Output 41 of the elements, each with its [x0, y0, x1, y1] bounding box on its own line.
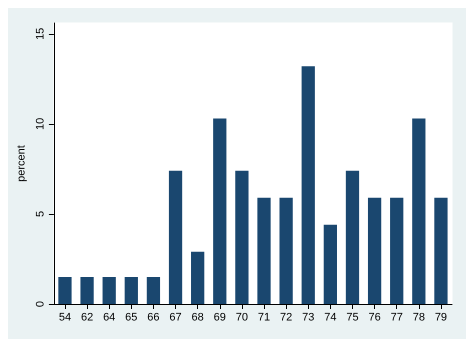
bar — [213, 118, 226, 304]
x-tick-label: 73 — [302, 312, 314, 324]
bar — [124, 276, 138, 304]
x-tick-label: 65 — [125, 312, 138, 324]
bar — [434, 198, 448, 304]
x-tick-label: 62 — [80, 312, 94, 324]
x-tick-label: 74 — [324, 312, 336, 324]
y-tick-label: 15 — [34, 28, 46, 40]
x-tick-label: 76 — [368, 312, 381, 324]
x-tick-label: 54 — [58, 312, 72, 324]
x-tick-label: 69 — [214, 312, 226, 324]
x-tick-label: 66 — [147, 312, 160, 324]
bar — [346, 170, 360, 304]
bar — [146, 276, 160, 304]
bar — [324, 224, 337, 304]
x-tick-label: 77 — [390, 312, 403, 324]
y-tick-label: 0 — [34, 300, 46, 308]
x-tick-label: 75 — [346, 312, 359, 324]
bar — [412, 118, 426, 304]
x-tick-label: 68 — [192, 312, 204, 324]
bar — [102, 276, 116, 304]
x-tick-label: 72 — [280, 312, 292, 324]
x-tick-label: 78 — [412, 312, 425, 324]
x-tick-label: 64 — [103, 312, 116, 324]
x-tick-label: 79 — [434, 312, 448, 324]
bar — [191, 252, 204, 304]
x-tick-label: 70 — [236, 312, 248, 324]
y-axis-title: percent — [16, 145, 28, 182]
bar — [235, 170, 249, 304]
bar — [279, 198, 293, 304]
bar — [80, 276, 94, 304]
bar — [257, 198, 271, 304]
y-tick-label: 10 — [34, 118, 46, 130]
bar — [168, 170, 182, 304]
bar — [58, 276, 72, 304]
bar — [390, 198, 404, 304]
x-tick-label: 71 — [258, 312, 270, 324]
y-tick-label: 5 — [34, 210, 46, 217]
bar — [302, 66, 315, 304]
bar — [368, 198, 382, 304]
x-tick-label: 67 — [169, 312, 182, 324]
